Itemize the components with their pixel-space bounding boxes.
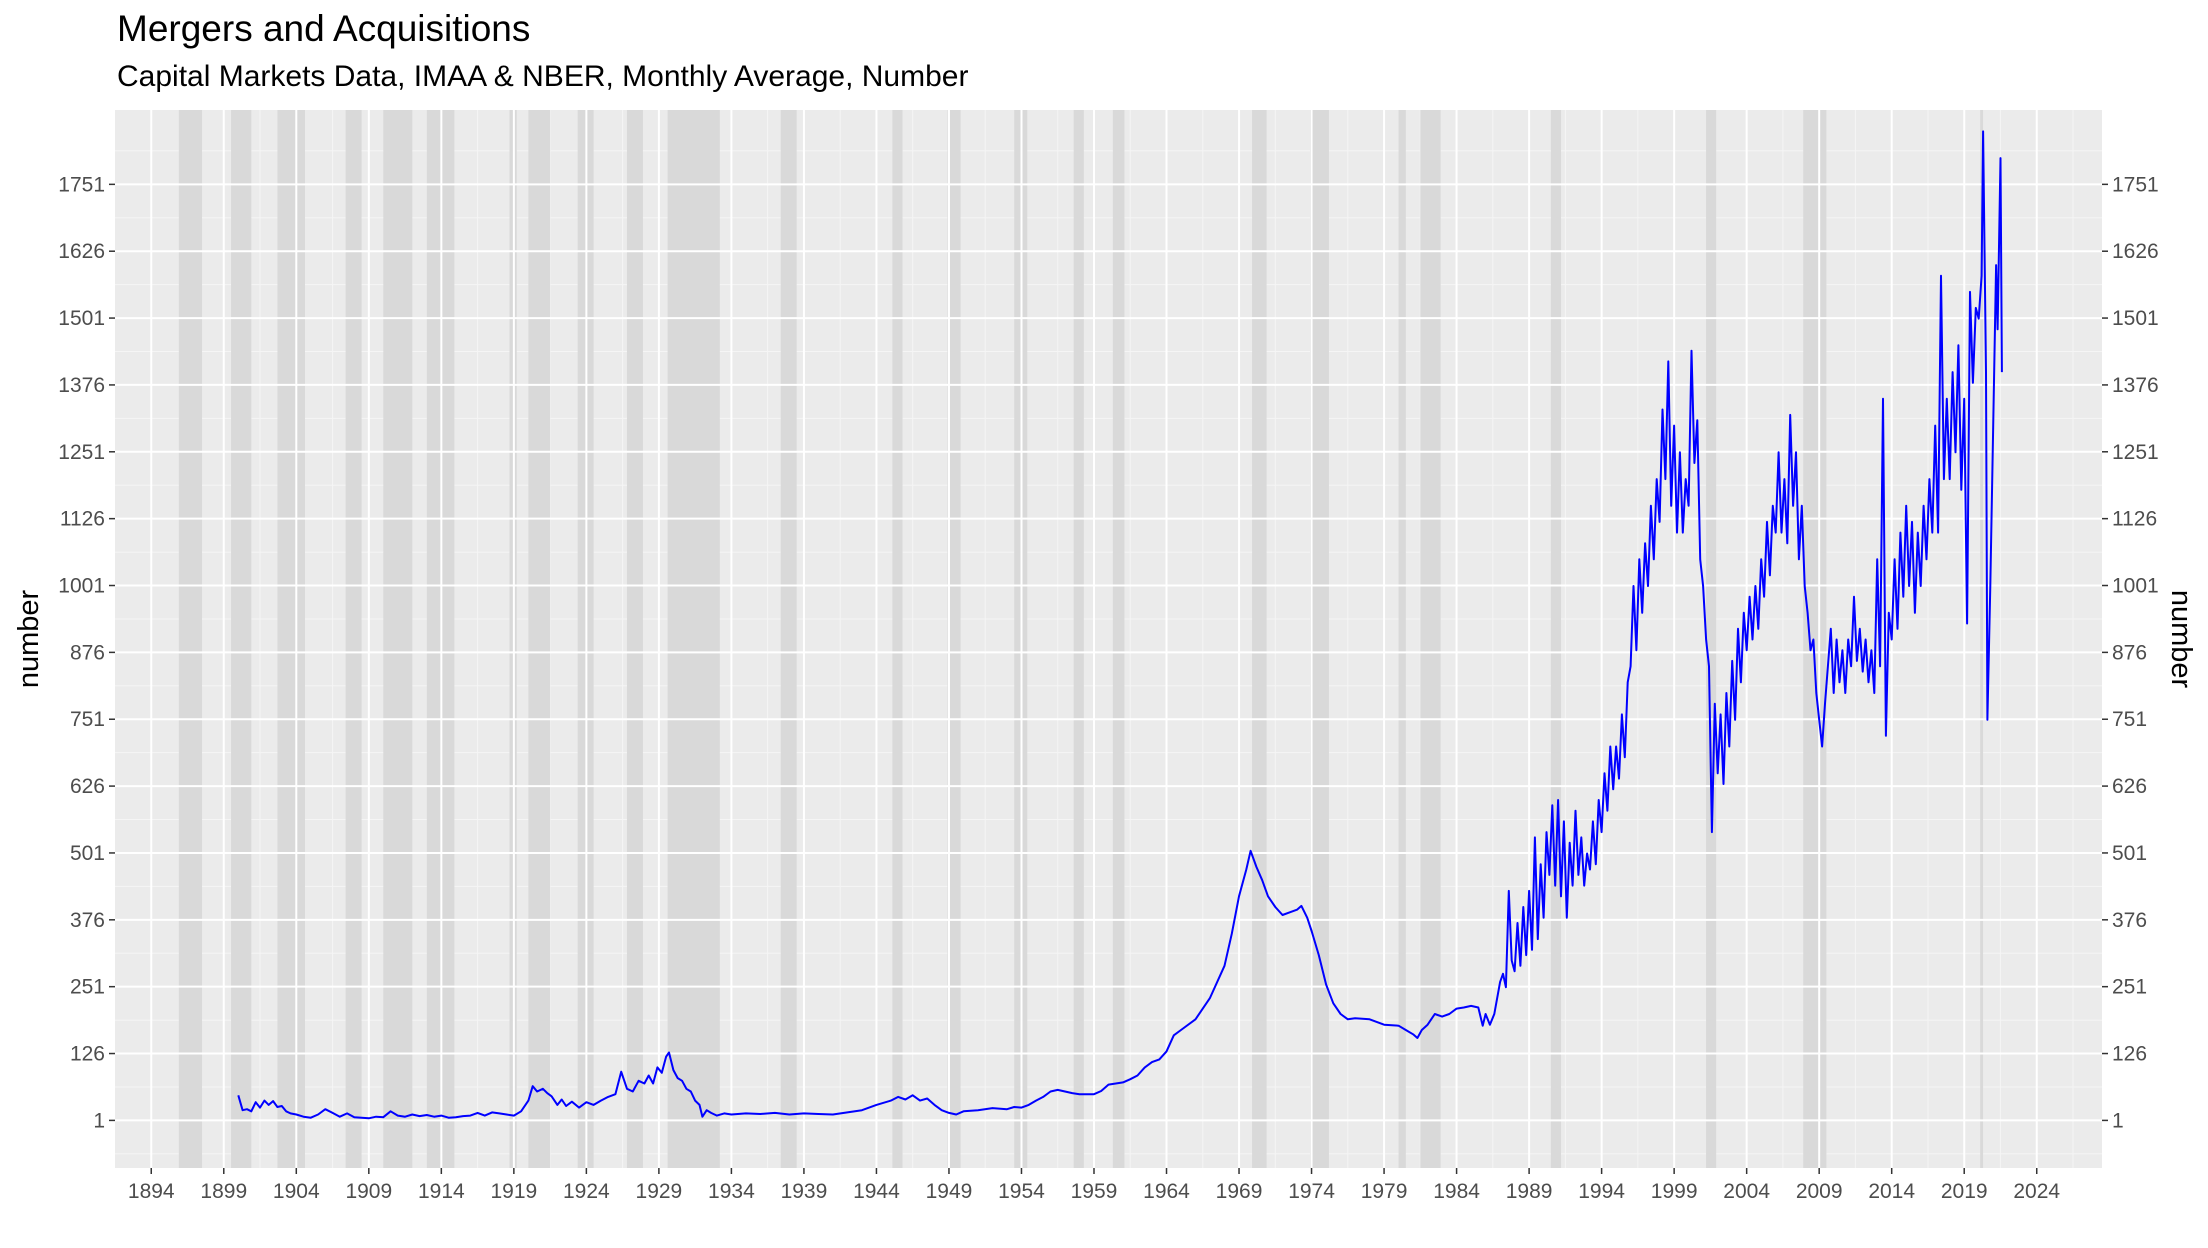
recession-band (1980, 110, 1984, 1168)
recession-band (667, 110, 720, 1168)
x-tick-label: 1979 (1361, 1180, 1408, 1203)
y-tick-label: 1126 (60, 508, 105, 531)
y-tick-label-right: 501 (2112, 842, 2147, 865)
chart-title: Mergers and Acquisitions (117, 8, 531, 49)
x-tick-label: 1974 (1288, 1180, 1335, 1203)
x-tick-label: 1989 (1506, 1180, 1553, 1203)
y-tick-label: 126 (70, 1043, 105, 1066)
x-tick-label: 1944 (853, 1180, 900, 1203)
y-tick-label: 1251 (58, 441, 105, 464)
recession-band (780, 110, 797, 1168)
recession-band (892, 110, 903, 1168)
x-tick-label: 1954 (998, 1180, 1045, 1203)
y-tick-label-right: 1126 (2112, 508, 2157, 531)
series-line (237, 130, 2003, 1120)
y-axis-title-left: number (13, 589, 45, 688)
y-tick-label-right: 876 (2112, 641, 2147, 664)
x-tick-label: 1969 (1216, 1180, 1263, 1203)
x-tick-label: 1909 (345, 1180, 392, 1203)
x-axis: 1894 1899 1904 1909 1914 1919 1924 1929 1934 1939… (128, 1168, 2060, 1203)
recession-band (178, 110, 203, 1168)
recession-band (1706, 110, 1717, 1168)
y-tick-label: 626 (70, 775, 105, 798)
y-tick-label: 1626 (58, 240, 105, 263)
y-tick-label-right: 626 (2112, 775, 2147, 798)
major-grid (115, 110, 2102, 1168)
x-tick-label: 1934 (708, 1180, 755, 1203)
recession-band (1550, 110, 1562, 1168)
x-tick-label: 1994 (1578, 1180, 1625, 1203)
recession-band (1420, 110, 1441, 1168)
y-tick-label-right: 1751 (2112, 173, 2159, 196)
y-tick-label: 876 (70, 641, 105, 664)
y-tick-label: 501 (70, 842, 105, 865)
y-tick-label: 751 (70, 708, 105, 731)
x-tick-label: 1984 (1433, 1180, 1480, 1203)
x-tick-label: 2014 (1868, 1180, 1915, 1203)
x-tick-label: 1949 (926, 1180, 973, 1203)
recession-band (1252, 110, 1267, 1168)
y-tick-label: 251 (70, 976, 105, 999)
x-tick-label: 1929 (636, 1180, 683, 1203)
y-tick-label-right: 1376 (2112, 374, 2159, 397)
y-tick-label: 1751 (58, 173, 105, 196)
recession-band (947, 110, 961, 1168)
recession-band (1398, 110, 1406, 1168)
recession-band (277, 110, 305, 1168)
recession-band (626, 110, 643, 1168)
x-tick-label: 1919 (490, 1180, 537, 1203)
y-tick-label: 376 (70, 909, 105, 932)
x-tick-label: 2024 (2013, 1180, 2060, 1203)
y-tick-label-right: 1251 (2112, 441, 2159, 464)
x-tick-label: 1904 (273, 1180, 320, 1203)
y-tick-label-right: 1 (2112, 1109, 2124, 1132)
y-axis-right: 1126251376501626751876100111261251137615… (2102, 173, 2159, 1132)
y-tick-label: 1501 (58, 307, 105, 330)
x-tick-label: 1924 (563, 1180, 610, 1203)
x-tick-label: 2009 (1796, 1180, 1843, 1203)
y-tick-label-right: 251 (2112, 976, 2147, 999)
x-tick-label: 1914 (418, 1180, 465, 1203)
recession-band (1073, 110, 1084, 1168)
y-tick-label: 1376 (58, 374, 105, 397)
y-tick-label-right: 376 (2112, 909, 2147, 932)
recession-bands (178, 110, 1984, 1168)
recession-band (383, 110, 413, 1168)
chart-subtitle: Capital Markets Data, IMAA & NBER, Month… (117, 60, 969, 93)
y-axis-title-right: number (2165, 590, 2197, 689)
recession-band (1310, 110, 1329, 1168)
data-series (237, 130, 2003, 1120)
recession-band (1803, 110, 1827, 1168)
x-tick-label: 2019 (1941, 1180, 1988, 1203)
x-tick-label: 1959 (1071, 1180, 1118, 1203)
y-tick-label-right: 126 (2112, 1043, 2147, 1066)
recession-band (345, 110, 362, 1168)
y-tick-label: 1001 (58, 575, 105, 598)
x-tick-label: 1899 (200, 1180, 247, 1203)
y-tick-label-right: 1626 (2112, 240, 2159, 263)
x-tick-label: 1894 (128, 1180, 175, 1203)
recession-band (231, 110, 252, 1168)
recession-band (528, 110, 551, 1168)
y-tick-label-right: 1501 (2112, 307, 2159, 330)
y-tick-label-right: 1001 (2112, 575, 2159, 598)
recession-band (1112, 110, 1125, 1168)
y-tick-label-right: 751 (2112, 708, 2147, 731)
x-tick-label: 1939 (781, 1180, 828, 1203)
x-tick-label: 1999 (1651, 1180, 1698, 1203)
x-tick-label: 2004 (1723, 1180, 1770, 1203)
x-tick-label: 1964 (1143, 1180, 1190, 1203)
y-axis-left: 1126251376501626751876100111261251137615… (58, 173, 115, 1132)
y-tick-label: 1 (93, 1109, 105, 1132)
